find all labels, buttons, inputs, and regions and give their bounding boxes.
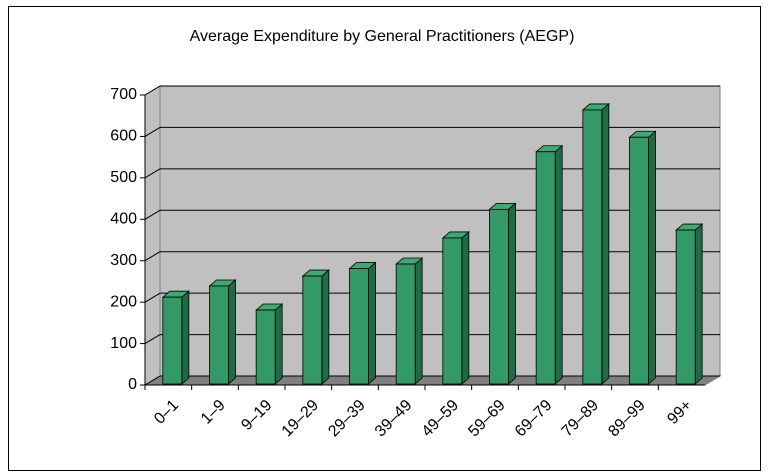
side-wall bbox=[144, 85, 161, 386]
y-tick-label: 0 bbox=[128, 376, 137, 393]
bar bbox=[255, 303, 284, 385]
bar-side bbox=[461, 231, 470, 385]
bar-front bbox=[489, 208, 509, 385]
bar-front bbox=[302, 275, 323, 385]
bar-side bbox=[181, 290, 190, 385]
bar-side bbox=[694, 223, 703, 385]
bar-front bbox=[395, 263, 416, 385]
side-grid-line bbox=[144, 292, 161, 303]
bar-side bbox=[554, 144, 563, 385]
side-grid-line bbox=[144, 251, 161, 262]
y-tick-label: 200 bbox=[110, 293, 137, 310]
side-grid-line bbox=[144, 209, 161, 220]
bar-side bbox=[274, 303, 283, 385]
bar-front bbox=[349, 268, 369, 385]
bar-front bbox=[255, 309, 276, 385]
y-tick-label: 700 bbox=[110, 86, 137, 103]
bar-front bbox=[535, 151, 556, 385]
bar-front bbox=[582, 109, 603, 385]
bar-side bbox=[508, 202, 516, 385]
bar bbox=[488, 202, 517, 385]
bar-side bbox=[414, 257, 423, 385]
side-grid-line bbox=[144, 375, 161, 386]
bar-front bbox=[209, 285, 229, 385]
y-tick-label: 300 bbox=[110, 252, 137, 269]
bar-front bbox=[675, 229, 696, 385]
side-grid-line bbox=[144, 126, 161, 137]
y-tick-label: 600 bbox=[110, 128, 137, 145]
bar-side bbox=[368, 261, 376, 385]
side-grid-line bbox=[144, 334, 161, 345]
side-grid-line bbox=[144, 85, 161, 96]
bar bbox=[628, 130, 657, 385]
y-tick-label: 400 bbox=[110, 211, 137, 228]
bar-side bbox=[601, 103, 610, 385]
bar-front bbox=[162, 296, 183, 385]
bar-side bbox=[321, 269, 330, 385]
y-tick-label: 100 bbox=[110, 335, 137, 352]
bar bbox=[208, 279, 237, 385]
chart-title: Average Expenditure by General Practitio… bbox=[190, 28, 575, 45]
bar bbox=[535, 144, 564, 385]
bar-front bbox=[442, 237, 463, 385]
bar bbox=[581, 103, 610, 385]
y-tick-label: 500 bbox=[110, 169, 137, 186]
side-grid-line bbox=[144, 168, 161, 179]
bar-front bbox=[629, 136, 649, 385]
bar bbox=[301, 269, 330, 385]
bar bbox=[395, 257, 424, 385]
bar bbox=[441, 231, 470, 385]
bar-side bbox=[228, 279, 236, 385]
bar bbox=[348, 261, 377, 385]
bar bbox=[675, 223, 704, 385]
bar bbox=[161, 290, 190, 385]
bar-side bbox=[648, 130, 656, 385]
